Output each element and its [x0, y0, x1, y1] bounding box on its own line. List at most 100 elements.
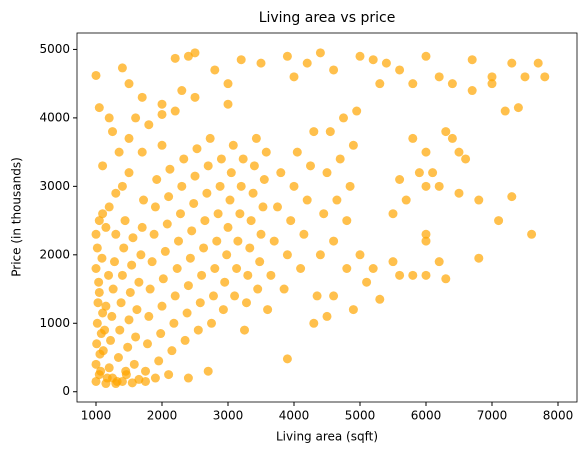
point: [355, 51, 365, 61]
point: [263, 305, 273, 315]
point: [120, 216, 130, 226]
point: [375, 79, 385, 89]
point: [164, 192, 174, 202]
point: [309, 318, 319, 328]
point: [282, 51, 292, 61]
y-tick-label: 2000: [39, 247, 70, 261]
point: [111, 188, 121, 198]
point: [238, 154, 248, 164]
point: [474, 253, 484, 263]
point: [182, 308, 192, 318]
point: [124, 315, 134, 325]
point: [289, 72, 299, 82]
point: [174, 236, 184, 246]
point: [156, 329, 166, 339]
point: [98, 209, 108, 219]
point: [187, 226, 197, 236]
point: [368, 264, 378, 274]
point: [461, 154, 471, 164]
point: [109, 257, 119, 267]
point: [368, 55, 378, 65]
point: [123, 342, 133, 352]
point: [94, 216, 104, 226]
point: [101, 222, 111, 232]
point: [128, 233, 138, 243]
point: [137, 147, 147, 157]
point: [286, 216, 296, 226]
point: [216, 154, 226, 164]
point: [124, 168, 134, 178]
point: [240, 325, 250, 335]
point: [172, 264, 182, 274]
point: [203, 366, 213, 376]
point: [108, 127, 118, 137]
point: [243, 270, 253, 280]
point: [325, 127, 335, 137]
y-tick-label: 5000: [39, 42, 70, 56]
point: [116, 298, 126, 308]
point: [144, 120, 154, 130]
point: [107, 311, 117, 321]
point: [157, 99, 167, 109]
point: [395, 270, 405, 280]
point: [289, 181, 299, 191]
point: [202, 188, 212, 198]
point: [96, 366, 106, 376]
point: [249, 161, 259, 171]
point: [137, 92, 147, 102]
point: [253, 284, 263, 294]
point: [348, 140, 358, 150]
point: [125, 287, 135, 297]
point: [144, 311, 154, 321]
plot-frame: [76, 32, 578, 403]
point: [421, 229, 431, 239]
point: [362, 277, 372, 287]
point: [348, 305, 358, 315]
point: [266, 270, 276, 280]
point: [299, 229, 309, 239]
y-tick-label: 4000: [39, 110, 70, 124]
point: [132, 305, 142, 315]
point: [388, 209, 398, 219]
point: [434, 181, 444, 191]
point: [232, 264, 242, 274]
point: [306, 161, 316, 171]
point: [207, 318, 217, 328]
point: [332, 195, 342, 205]
point: [134, 277, 144, 287]
point: [150, 202, 160, 212]
point: [164, 370, 174, 380]
point: [507, 58, 517, 68]
point: [213, 209, 223, 219]
point: [408, 270, 418, 280]
x-tick-label: 4000: [279, 409, 310, 423]
point: [225, 195, 235, 205]
point: [282, 354, 292, 364]
point: [190, 171, 200, 181]
point: [447, 79, 457, 89]
point: [98, 161, 108, 171]
x-tick-label: 5000: [345, 409, 376, 423]
point: [91, 70, 101, 80]
point: [500, 106, 510, 116]
point: [199, 243, 209, 253]
point: [302, 195, 312, 205]
point: [395, 175, 405, 185]
point: [98, 308, 108, 318]
point: [170, 106, 180, 116]
point: [540, 72, 550, 82]
point: [165, 164, 175, 174]
point: [115, 325, 125, 335]
point: [183, 281, 193, 291]
point: [124, 79, 134, 89]
point: [117, 270, 127, 280]
point: [124, 133, 134, 143]
point: [335, 154, 345, 164]
x-tick-label: 1000: [81, 409, 112, 423]
point: [401, 195, 411, 205]
point: [157, 140, 167, 150]
point: [129, 359, 139, 369]
point: [235, 209, 245, 219]
point: [248, 188, 258, 198]
